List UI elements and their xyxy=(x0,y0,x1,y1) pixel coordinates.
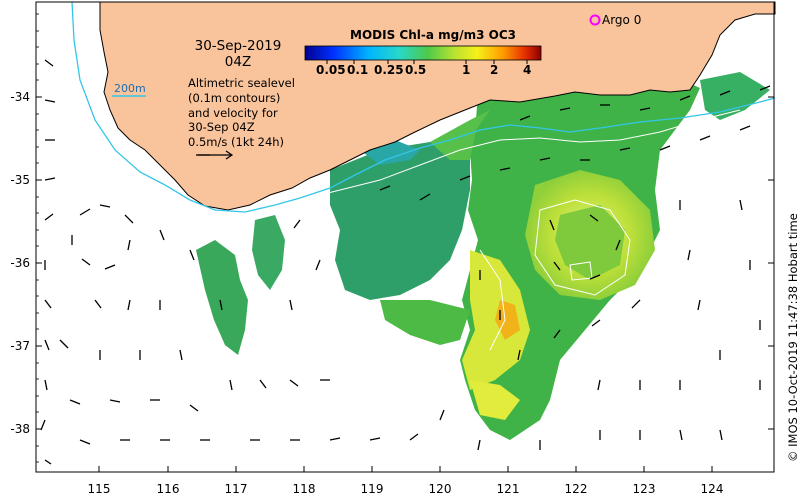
colorbar-tick-label: 0.1 xyxy=(347,63,369,77)
colorbar-tick-label: 0.05 xyxy=(316,63,346,77)
lat-label: -37 xyxy=(10,339,30,353)
lon-label: 120 xyxy=(428,482,452,496)
land-western-australia xyxy=(99,1,776,211)
lon-label: 119 xyxy=(360,482,384,496)
credit-text: © IMOS 10-Oct-2019 11:47:38 Hobart time xyxy=(786,213,800,462)
lon-label: 123 xyxy=(632,482,656,496)
lat-label: -34 xyxy=(10,90,30,104)
colorbar-tick-label: 1 xyxy=(462,63,471,77)
lon-label: 122 xyxy=(564,482,588,496)
plot-frame xyxy=(35,1,775,473)
legend-description-line: (0.1m contours) xyxy=(188,91,281,105)
lon-label: 117 xyxy=(224,482,248,496)
lon-label: 118 xyxy=(292,482,316,496)
chl-core-orange xyxy=(495,300,520,340)
sealevel-contours xyxy=(299,109,741,351)
colorbar-tick-label: 0.5 xyxy=(405,63,427,77)
legend-description-line: 30-Sep 04Z xyxy=(188,120,255,134)
lon-label: 115 xyxy=(87,482,111,496)
axis-ticks xyxy=(36,96,774,472)
legend-description-line: 0.5m/s (1kt 24h) xyxy=(188,135,285,149)
colorbar-ticks xyxy=(326,60,528,64)
isobath-200m xyxy=(71,1,776,213)
lat-label: -38 xyxy=(10,422,30,436)
lon-label: 121 xyxy=(496,482,520,496)
chl-patch-southwest xyxy=(380,300,470,345)
map-date: 30-Sep-2019 xyxy=(194,38,282,54)
map-time: 04Z xyxy=(224,54,252,70)
lat-label: -35 xyxy=(10,173,30,187)
legend-description-line: and velocity for xyxy=(188,106,278,120)
chl-inner-green xyxy=(555,205,625,280)
minor-ticks xyxy=(36,13,39,463)
chl-patch-east xyxy=(700,72,770,120)
colorbar xyxy=(304,45,542,61)
chl-filament-yellow-2 xyxy=(470,380,520,420)
colorbar-tick-label: 0.25 xyxy=(374,63,404,77)
lat-label: -36 xyxy=(10,256,30,270)
isobath-label: 200m xyxy=(114,82,146,95)
colorbar-title: MODIS Chl-a mg/m3 OC3 xyxy=(350,28,516,42)
legend-description-line: Altimetric sealevel xyxy=(188,76,295,90)
lon-label: 124 xyxy=(700,482,724,496)
scale-arrow xyxy=(196,150,234,160)
argo-label: Argo 0 xyxy=(602,13,642,27)
chl-patch-far-west xyxy=(196,240,248,355)
chl-patch-shelf xyxy=(430,110,490,160)
lon-label: 116 xyxy=(156,482,180,496)
chl-patch-far-west-2 xyxy=(252,215,285,290)
argo-float-marker[interactable] xyxy=(589,14,601,26)
colorbar-tick-label: 4 xyxy=(523,63,532,77)
velocity-arrows xyxy=(40,59,771,465)
chl-patch-west xyxy=(330,142,470,300)
colorbar-tick-label: 2 xyxy=(490,63,499,77)
